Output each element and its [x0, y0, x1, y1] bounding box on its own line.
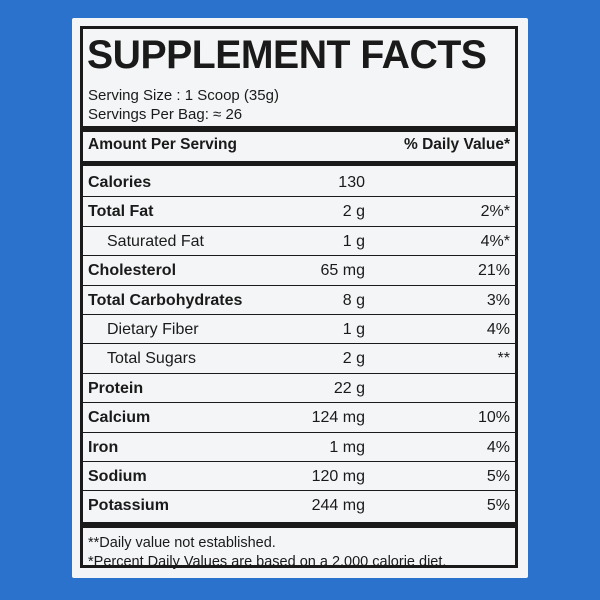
nutrient-row: Total Carbohydrates 8 g 3% [83, 286, 515, 315]
nutrient-rows: Calories 130 Total Fat 2 g 2%* Saturated Fat 1… [83, 168, 515, 521]
daily-value: 5% [486, 497, 510, 515]
nutrient-row: Potassium 244 mg 5% [83, 491, 515, 520]
thick-rule [83, 161, 515, 166]
thick-rule [83, 522, 515, 528]
footnote: *Percent Daily Values are based on a 2,0… [88, 554, 447, 570]
amount: 130 [338, 174, 365, 191]
nutrient-row: Iron 1 mg 4% [83, 433, 515, 462]
nutrient-row: Total Sugars 2 g ** [83, 344, 515, 374]
amount: 120 mg [311, 467, 365, 485]
nutrient-row: Sodium 120 mg 5% [83, 462, 515, 492]
amount: 1 g [342, 232, 365, 250]
servings-per-bag: Servings Per Bag: ≈ 26 [88, 106, 243, 123]
daily-value: 21% [477, 262, 510, 280]
column-header: % Daily Value* [404, 136, 510, 153]
serving-size: Serving Size : 1 Scoop (35g) [88, 87, 279, 104]
nutrient-name: Total Carbohydrates [88, 291, 243, 309]
daily-value: 5% [486, 467, 510, 485]
nutrient-name: Total Sugars [107, 350, 196, 368]
daily-value: 4% [486, 438, 510, 456]
nutrient-name: Calcium [88, 409, 151, 427]
amount: 244 mg [311, 497, 365, 515]
nutrient-name: Dietary Fiber [107, 320, 199, 338]
amount: 1 mg [329, 438, 365, 456]
nutrient-row: Dietary Fiber 1 g 4% [83, 315, 515, 345]
nutrient-name: Iron [88, 438, 119, 456]
amount: 1 g [342, 320, 365, 338]
nutrient-name: Cholesterol [88, 262, 177, 280]
daily-value: 4%* [480, 232, 510, 250]
daily-value: 3% [486, 291, 510, 309]
nutrient-name: Potassium [88, 497, 169, 515]
amount: 2 g [342, 203, 365, 221]
amount: 22 g [333, 379, 365, 397]
amount: 124 mg [311, 409, 365, 427]
daily-value: 10% [477, 409, 510, 427]
nutrient-row: Saturated Fat 1 g 4%* [83, 227, 515, 257]
facts-box: SUPPLEMENT FACTS Serving Size : 1 Scoop … [80, 26, 518, 570]
footnote: **Daily value not established. [88, 535, 276, 551]
label-panel: SUPPLEMENT FACTS Serving Size : 1 Scoop … [72, 18, 528, 578]
amount: 8 g [342, 291, 365, 309]
nutrient-name: Calories [88, 174, 152, 191]
amount: 2 g [342, 350, 365, 368]
nutrient-row: Cholesterol 65 mg 21% [83, 256, 515, 286]
amount: 65 mg [320, 262, 365, 280]
nutrient-row: Calcium 124 mg 10% [83, 403, 515, 433]
nutrient-name: Saturated Fat [107, 232, 204, 250]
nutrient-name: Sodium [88, 467, 147, 485]
nutrient-name: Total Fat [88, 203, 154, 221]
nutrient-row: Total Fat 2 g 2%* [83, 197, 515, 227]
thick-rule [83, 126, 515, 132]
column-header: Amount Per Serving [88, 136, 237, 153]
daily-value: ** [497, 350, 510, 368]
nutrient-row: Protein 22 g [83, 374, 515, 404]
daily-value: 2%* [480, 203, 510, 221]
title: SUPPLEMENT FACTS [87, 33, 487, 77]
nutrient-row: Calories 130 [83, 168, 515, 198]
daily-value: 4% [486, 320, 510, 338]
nutrient-name: Protein [88, 379, 144, 397]
